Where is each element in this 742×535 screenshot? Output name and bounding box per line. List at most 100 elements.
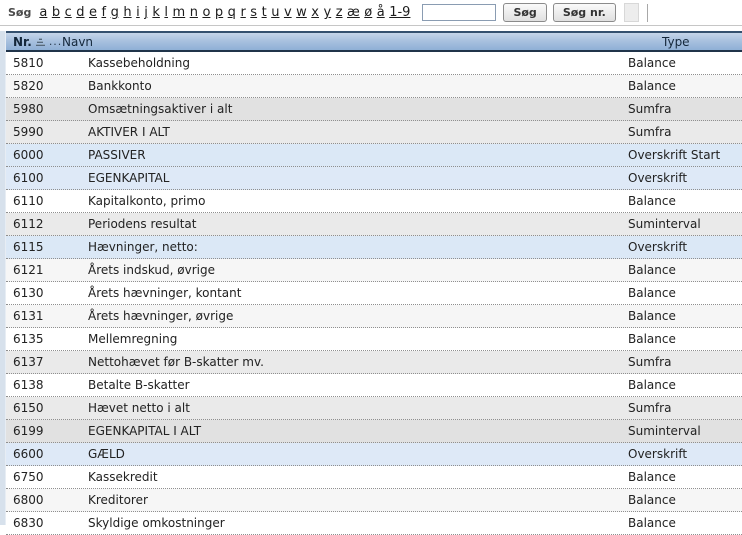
table-row[interactable]: 5820 Bankkonto Balance — [6, 75, 742, 98]
alphabet-link-h[interactable]: h — [123, 5, 132, 20]
table-row[interactable]: 6100 EGENKAPITAL Overskrift — [6, 167, 742, 190]
search-input[interactable] — [422, 4, 497, 21]
table-row[interactable]: 6830 Skyldige omkostninger Balance — [6, 512, 742, 535]
cell-account-type: Balance — [628, 309, 676, 323]
cell-account-number: 5980 — [13, 102, 44, 116]
cell-account-type: Overskrift — [628, 447, 688, 461]
alphabet-link-x[interactable]: x — [311, 5, 319, 20]
cell-account-type: Balance — [628, 79, 676, 93]
alphabet-link-e[interactable]: e — [89, 5, 98, 20]
alphabet-link-n[interactable]: n — [189, 5, 198, 20]
table-row[interactable]: 6000 PASSIVER Overskrift Start — [6, 144, 742, 167]
search-button[interactable]: Søg — [503, 3, 547, 22]
alphabet-link-f[interactable]: f — [101, 5, 107, 20]
table-row[interactable]: 6600 GÆLD Overskrift — [6, 443, 742, 466]
cell-account-name: Hævet netto i alt — [88, 401, 190, 415]
table-row[interactable]: 6131 Årets hævninger, øvrige Balance — [6, 305, 742, 328]
alphabet-link-g[interactable]: g — [110, 5, 119, 20]
cell-account-number: 5820 — [13, 79, 44, 93]
cell-account-number: 6150 — [13, 401, 44, 415]
alphabet-link-w[interactable]: w — [296, 5, 307, 20]
alphabet-link-i[interactable]: i — [136, 5, 140, 20]
table-row[interactable]: 5990 AKTIVER I ALT Sumfra — [6, 121, 742, 144]
cell-account-type: Balance — [628, 516, 676, 530]
cell-account-number: 6110 — [13, 194, 44, 208]
search-nr-button[interactable]: Søg nr. — [552, 3, 616, 22]
table-row[interactable]: 5810 Kassebeholdning Balance — [6, 52, 742, 75]
alphabet-link-b[interactable]: b — [51, 5, 61, 20]
alphabet-link-j[interactable]: j — [144, 5, 148, 20]
column-header-type[interactable]: Type — [662, 34, 690, 49]
table-row[interactable]: 6135 Mellemregning Balance — [6, 328, 742, 351]
alphabet-link-ø[interactable]: ø — [364, 5, 373, 20]
cell-account-name: Nettohævet før B-skatter mv. — [88, 355, 264, 369]
table-row[interactable]: 6130 Årets hævninger, kontant Balance — [6, 282, 742, 305]
cell-account-number: 6000 — [13, 148, 44, 162]
cell-account-number: 6131 — [13, 309, 44, 323]
alphabet-link-u[interactable]: u — [271, 5, 280, 20]
cell-account-type: Sumfra — [628, 125, 672, 139]
alphabet-link-1-9[interactable]: 1-9 — [389, 5, 411, 20]
alphabet-link-z[interactable]: z — [335, 5, 343, 20]
cell-account-name: Periodens resultat — [88, 217, 197, 231]
cell-account-name: Kapitalkonto, primo — [88, 194, 206, 208]
cell-account-number: 5990 — [13, 125, 44, 139]
alphabet-link-l[interactable]: l — [164, 5, 169, 20]
cell-account-name: Kreditorer — [88, 493, 148, 507]
cell-account-type: Balance — [628, 194, 676, 208]
cell-account-number: 6600 — [13, 447, 44, 461]
table-row[interactable]: 6750 Kassekredit Balance — [6, 466, 742, 489]
cell-account-number: 6135 — [13, 332, 44, 346]
cell-account-number: 6115 — [13, 240, 44, 254]
cell-account-number: 5810 — [13, 56, 44, 70]
cell-account-name: Hævninger, netto: — [88, 240, 198, 254]
cell-account-number: 6137 — [13, 355, 44, 369]
accounts-page: Nr. ... Navn Type 5810 Kassebeholdning B… — [0, 31, 742, 535]
alphabet-link-c[interactable]: c — [64, 5, 72, 20]
table-row[interactable]: 6137 Nettohævet før B-skatter mv. Sumfra — [6, 351, 742, 374]
cell-account-type: Balance — [628, 470, 676, 484]
cell-account-name: Kassekredit — [88, 470, 158, 484]
search-toolbar: Søg a b c d e f g h i j k l m n o p q r s t u v w x y z æ ø å 1-9 Søg… — [0, 0, 742, 26]
alphabet-link-d[interactable]: d — [76, 5, 85, 20]
table-row[interactable]: 6121 Årets indskud, øvrige Balance — [6, 259, 742, 282]
cell-account-name: Kassebeholdning — [88, 56, 190, 70]
column-header-navn[interactable]: Navn — [62, 34, 94, 49]
alphabet-link-æ[interactable]: æ — [347, 5, 360, 20]
column-header-nr[interactable]: Nr. ... — [6, 35, 62, 49]
alphabet-link-y[interactable]: y — [323, 5, 332, 20]
cell-account-number: 6199 — [13, 424, 44, 438]
cell-account-number: 6750 — [13, 470, 44, 484]
table-row[interactable]: 6115 Hævninger, netto: Overskrift — [6, 236, 742, 259]
alphabet-link-r[interactable]: r — [240, 5, 246, 20]
cell-account-number: 6800 — [13, 493, 44, 507]
cell-account-name: Mellemregning — [88, 332, 178, 346]
table-row[interactable]: 6800 Kreditorer Balance — [6, 489, 742, 512]
table-header: Nr. ... Navn Type — [6, 31, 742, 52]
cell-account-name: Årets hævninger, øvrige — [88, 309, 234, 323]
table-row[interactable]: 6199 EGENKAPITAL I ALT Suminterval — [6, 420, 742, 443]
table-row[interactable]: 6138 Betalte B-skatter Balance — [6, 374, 742, 397]
toolbar-spacer-box — [623, 3, 639, 22]
cell-account-type: Overskrift — [628, 171, 688, 185]
alphabet-link-m[interactable]: m — [172, 5, 186, 20]
alphabet-link-o[interactable]: o — [202, 5, 211, 20]
table-row[interactable]: 5980 Omsætningsaktiver i alt Sumfra — [6, 98, 742, 121]
cell-account-number: 6121 — [13, 263, 44, 277]
cell-account-number: 6830 — [13, 516, 44, 530]
alphabet-link-k[interactable]: k — [152, 5, 160, 20]
alphabet-link-p[interactable]: p — [214, 5, 224, 20]
cell-account-name: Betalte B-skatter — [88, 378, 190, 392]
cell-account-type: Suminterval — [628, 424, 701, 438]
alphabet-link-å[interactable]: å — [376, 5, 385, 20]
alphabet-link-t[interactable]: t — [261, 5, 267, 20]
cell-account-name: Omsætningsaktiver i alt — [88, 102, 233, 116]
cell-account-number: 6138 — [13, 378, 44, 392]
alphabet-link-q[interactable]: q — [227, 5, 236, 20]
alphabet-link-a[interactable]: a — [39, 5, 48, 20]
alphabet-link-s[interactable]: s — [250, 5, 258, 20]
alphabet-link-v[interactable]: v — [283, 5, 292, 20]
table-row[interactable]: 6112 Periodens resultat Suminterval — [6, 213, 742, 236]
table-row[interactable]: 6110 Kapitalkonto, primo Balance — [6, 190, 742, 213]
table-row[interactable]: 6150 Hævet netto i alt Sumfra — [6, 397, 742, 420]
